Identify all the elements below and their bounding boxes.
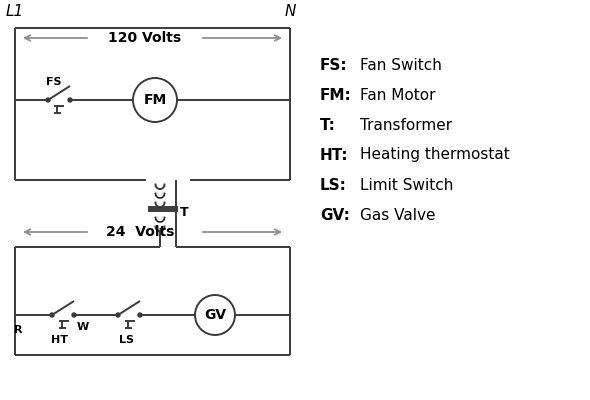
Text: Fan Motor: Fan Motor	[360, 88, 435, 102]
Circle shape	[46, 98, 50, 102]
Text: R: R	[14, 325, 22, 335]
Text: Limit Switch: Limit Switch	[360, 178, 453, 192]
Circle shape	[68, 98, 72, 102]
Circle shape	[138, 313, 142, 317]
Circle shape	[72, 313, 76, 317]
Circle shape	[50, 313, 54, 317]
Text: FS: FS	[46, 77, 61, 87]
Text: Fan Switch: Fan Switch	[360, 58, 442, 72]
Text: LS: LS	[120, 335, 135, 345]
Text: FM: FM	[143, 93, 166, 107]
Text: FS:: FS:	[320, 58, 348, 72]
Text: FM:: FM:	[320, 88, 352, 102]
Text: 120 Volts: 120 Volts	[109, 31, 182, 45]
Text: W: W	[77, 322, 89, 332]
Text: N: N	[284, 4, 296, 20]
Text: HT:: HT:	[320, 148, 349, 162]
Text: T: T	[180, 206, 189, 220]
Text: Transformer: Transformer	[360, 118, 452, 132]
Text: Gas Valve: Gas Valve	[360, 208, 435, 222]
Text: T:: T:	[320, 118, 336, 132]
Text: GV:: GV:	[320, 208, 350, 222]
Text: HT: HT	[51, 335, 68, 345]
Text: GV: GV	[204, 308, 226, 322]
Text: L1: L1	[6, 4, 24, 20]
Text: LS:: LS:	[320, 178, 347, 192]
Text: 24  Volts: 24 Volts	[106, 225, 174, 239]
Circle shape	[116, 313, 120, 317]
Text: Heating thermostat: Heating thermostat	[360, 148, 510, 162]
